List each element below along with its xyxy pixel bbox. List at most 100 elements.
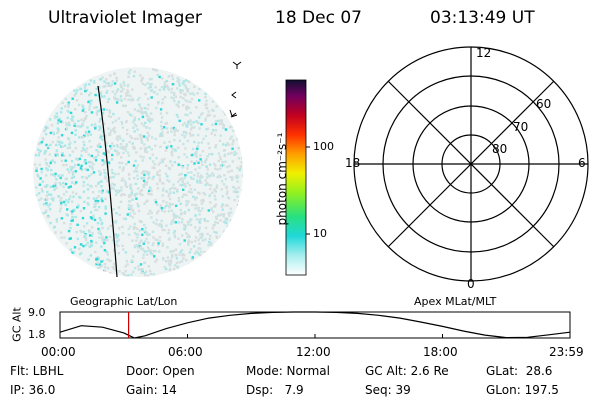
image-pixel [124, 104, 127, 107]
image-pixel [240, 161, 243, 164]
image-pixel [220, 119, 223, 122]
image-pixel [126, 213, 129, 216]
image-pixel [77, 204, 80, 207]
image-pixel [148, 127, 151, 130]
image-pixel [63, 221, 66, 225]
image-pixel [223, 149, 226, 152]
image-pixel [200, 202, 204, 205]
image-pixel [182, 257, 185, 260]
image-pixel [199, 113, 203, 116]
image-pixel [151, 136, 154, 139]
image-pixel [81, 105, 85, 108]
image-pixel [86, 147, 89, 150]
image-pixel [193, 174, 196, 177]
image-pixel [191, 177, 194, 181]
image-pixel [172, 93, 176, 97]
image-pixel [73, 182, 77, 186]
image-pixel [183, 153, 186, 156]
image-pixel [89, 92, 92, 95]
image-pixel [106, 258, 109, 261]
image-pixel [183, 228, 187, 231]
image-pixel [66, 116, 69, 119]
image-pixel [173, 99, 176, 103]
image-pixel [113, 131, 117, 134]
image-pixel [146, 246, 150, 249]
image-pixel [213, 194, 217, 198]
image-pixel [137, 187, 140, 190]
image-pixel [54, 172, 57, 176]
image-pixel [188, 263, 191, 266]
image-pixel [82, 107, 85, 110]
image-pixel [133, 222, 136, 226]
image-pixel [190, 160, 193, 163]
image-pixel [189, 218, 192, 221]
image-pixel [128, 140, 131, 144]
image-pixel [151, 166, 154, 169]
image-pixel [226, 165, 229, 169]
image-pixel [152, 68, 155, 71]
image-pixel [192, 177, 195, 181]
image-pixel [66, 109, 69, 112]
image-pixel [87, 203, 90, 206]
image-pixel [67, 105, 70, 109]
image-pixel [141, 247, 144, 251]
image-pixel [175, 87, 179, 90]
image-pixel [129, 135, 132, 138]
image-pixel [168, 206, 171, 209]
image-pixel [178, 178, 182, 181]
image-pixel [60, 134, 64, 137]
image-pixel [104, 175, 107, 178]
image-pixel [178, 119, 181, 122]
image-pixel [122, 167, 125, 171]
image-pixel [80, 168, 84, 171]
image-pixel [201, 150, 205, 153]
image-pixel [117, 252, 120, 255]
image-pixel [158, 75, 161, 79]
image-pixel [113, 183, 116, 186]
image-pixel [104, 212, 107, 215]
image-pixel [126, 128, 129, 132]
image-pixel [133, 245, 136, 249]
image-pixel [43, 198, 46, 201]
image-pixel [134, 266, 137, 270]
image-pixel [159, 223, 162, 226]
image-pixel [53, 161, 57, 164]
image-pixel [164, 164, 168, 167]
image-pixel [184, 113, 187, 116]
image-pixel [230, 151, 233, 155]
glat-label: GLat: 28.6 [486, 364, 553, 378]
image-pixel [156, 173, 159, 176]
image-pixel [114, 119, 117, 122]
image-pixel [95, 184, 98, 188]
image-pixel [158, 250, 161, 253]
image-pixel [98, 263, 101, 266]
image-pixel [49, 118, 52, 121]
image-pixel [87, 174, 91, 178]
image-pixel [172, 218, 175, 221]
image-pixel [223, 220, 226, 224]
image-pixel [157, 102, 160, 105]
image-pixel [95, 258, 98, 261]
image-pixel [197, 161, 200, 164]
image-pixel [147, 189, 151, 193]
image-pixel [82, 136, 85, 139]
image-pixel [175, 261, 179, 264]
image-pixel [144, 200, 148, 204]
image-pixel [203, 250, 206, 254]
image-pixel [47, 146, 50, 150]
image-pixel [143, 223, 146, 227]
image-pixel [165, 84, 169, 88]
image-pixel [237, 204, 240, 207]
image-pixel [189, 111, 192, 115]
image-pixel [160, 132, 163, 136]
image-pixel [64, 182, 68, 186]
image-pixel [192, 93, 196, 96]
image-pixel [55, 143, 58, 147]
image-pixel [135, 239, 138, 242]
image-pixel [68, 146, 72, 149]
image-pixel [170, 145, 173, 148]
image-pixel [52, 185, 55, 188]
image-pixel [183, 183, 187, 186]
gc-alt-label: GC Alt: 2.6 Re [365, 364, 449, 378]
image-pixel [187, 208, 190, 212]
